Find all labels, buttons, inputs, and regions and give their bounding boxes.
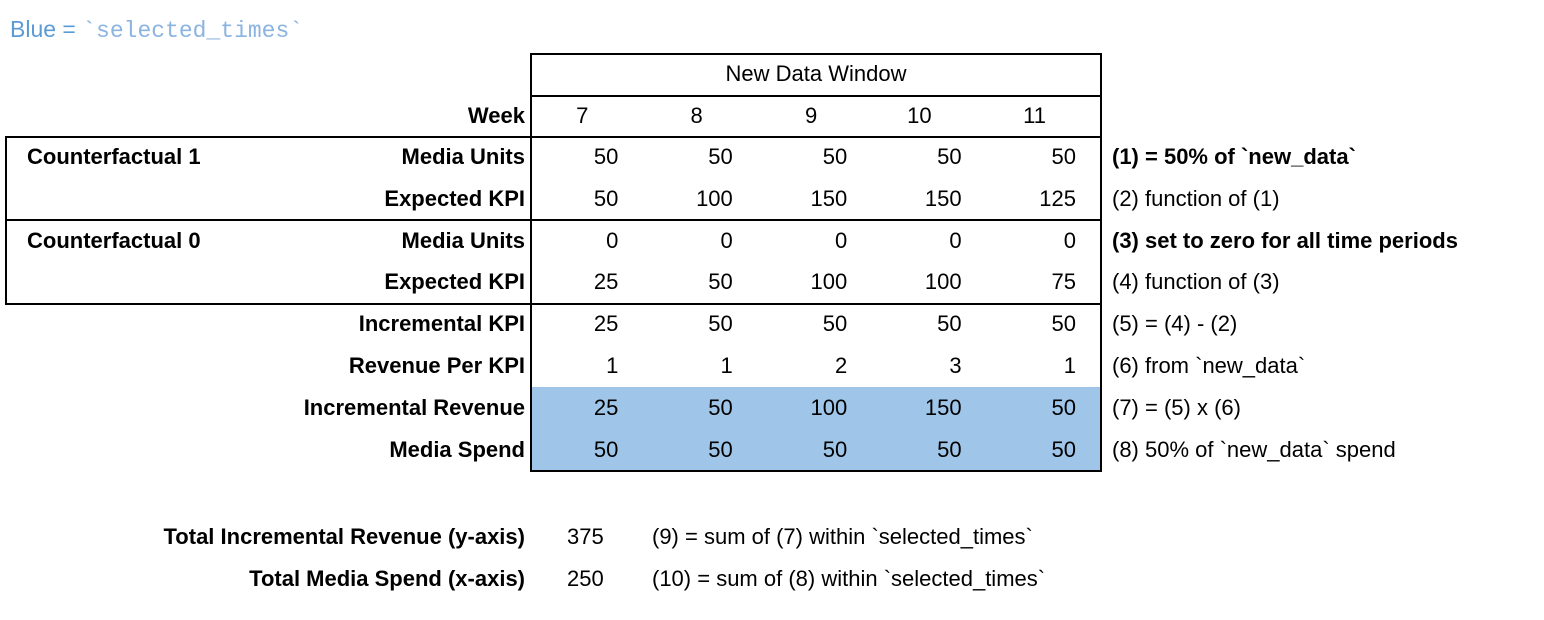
row-label: Media Units [401, 228, 525, 253]
total-media-spend-note: (10) = sum of (8) within `selected_times… [652, 566, 1046, 591]
data-cell: 50 [708, 269, 733, 294]
data-cell: 3 [949, 353, 962, 378]
row-note: (7) = (5) x (6) [1112, 395, 1241, 420]
total-media-spend-value: 250 [567, 566, 604, 591]
label-box-left-border [5, 136, 7, 305]
row-label: Media Spend [389, 437, 525, 462]
counterfactual-divider [5, 219, 1102, 221]
table-left-border [530, 53, 532, 472]
row-note: (3) set to zero for all time periods [1112, 228, 1458, 253]
data-cell: 50 [593, 144, 619, 169]
data-cell: 50 [708, 311, 733, 336]
row-note: (2) function of (1) [1112, 186, 1280, 211]
data-cell: 2 [834, 353, 848, 378]
data-cell: 50 [822, 311, 848, 336]
total-media-spend-label: Total Media Spend (x-axis) [249, 566, 525, 591]
data-cell: 1 [606, 353, 619, 378]
row-label: Expected KPI [384, 186, 525, 211]
data-cell: 50 [1051, 395, 1076, 420]
data-cell: 100 [924, 269, 962, 294]
data-cell: 150 [810, 186, 848, 211]
week-cell: 8 [690, 103, 703, 128]
total-incremental-revenue-value: 375 [567, 524, 604, 549]
row-note: (4) function of (3) [1112, 269, 1280, 294]
data-cell: 75 [1051, 269, 1076, 294]
legend-prefix: Blue = [10, 16, 83, 42]
table-right-border [1100, 53, 1102, 472]
data-cell: 0 [720, 228, 733, 253]
legend-title: Blue = `selected_times` [10, 16, 303, 44]
total-incremental-revenue-note: (9) = sum of (7) within `selected_times` [652, 524, 1033, 549]
data-cell: 50 [937, 311, 962, 336]
data-cell: 50 [593, 437, 619, 462]
data-cell: 50 [1051, 311, 1076, 336]
data-cell: 150 [924, 186, 962, 211]
data-cell: 0 [1063, 228, 1076, 253]
data-cell: 1 [1063, 353, 1076, 378]
week-row-label: Week [467, 103, 525, 128]
data-cell: 50 [1051, 144, 1076, 169]
table-bottom-border [530, 470, 1102, 472]
data-cell: 50 [708, 437, 733, 462]
week-cell: 11 [1023, 103, 1046, 128]
row-note: (5) = (4) - (2) [1112, 311, 1238, 336]
data-cell: 0 [949, 228, 962, 253]
week-cell: 9 [804, 103, 818, 128]
data-cell: 50 [708, 395, 733, 420]
header-top-border [530, 53, 1102, 55]
row-label: Media Units [401, 144, 525, 169]
data-cell: 50 [937, 144, 962, 169]
data-cell: 50 [822, 437, 848, 462]
legend-code-selected-times: `selected_times` [82, 18, 304, 44]
row-label: Revenue Per KPI [348, 353, 525, 378]
row-label: Incremental Revenue [303, 395, 525, 420]
data-cell: 100 [810, 395, 848, 420]
data-cell: 50 [708, 144, 733, 169]
data-cell: 25 [593, 395, 619, 420]
data-cell: 0 [834, 228, 848, 253]
week-bottom-border [5, 136, 1102, 138]
data-cell: 125 [1039, 186, 1076, 211]
week-cell: 10 [907, 103, 932, 128]
header-bottom-border [530, 95, 1102, 97]
total-incremental-revenue-label: Total Incremental Revenue (y-axis) [163, 524, 526, 549]
data-cell: 50 [937, 437, 962, 462]
new-data-window-header: New Data Window [725, 61, 907, 86]
highlight-band-selected-times [532, 387, 1100, 470]
data-cell: 50 [593, 186, 619, 211]
group-label: Counterfactual 0 [27, 228, 201, 253]
row-note: (8) 50% of `new_data` spend [1112, 437, 1396, 462]
row-note: (1) = 50% of `new_data` [1112, 144, 1356, 169]
counterfactual0-bottom-border [5, 303, 1102, 305]
group-label: Counterfactual 1 [27, 144, 201, 169]
row-note: (6) from `new_data` [1112, 353, 1306, 378]
data-cell: 100 [810, 269, 848, 294]
week-cell: 7 [576, 103, 589, 128]
data-cell: 0 [606, 228, 619, 253]
data-cell: 1 [720, 353, 733, 378]
data-cell: 150 [924, 395, 962, 420]
row-label: Incremental KPI [358, 311, 525, 336]
row-label: Expected KPI [384, 269, 525, 294]
data-cell: 100 [696, 186, 733, 211]
data-cell: 50 [822, 144, 848, 169]
data-cell: 25 [593, 311, 619, 336]
data-cell: 50 [1051, 437, 1076, 462]
data-cell: 25 [593, 269, 619, 294]
